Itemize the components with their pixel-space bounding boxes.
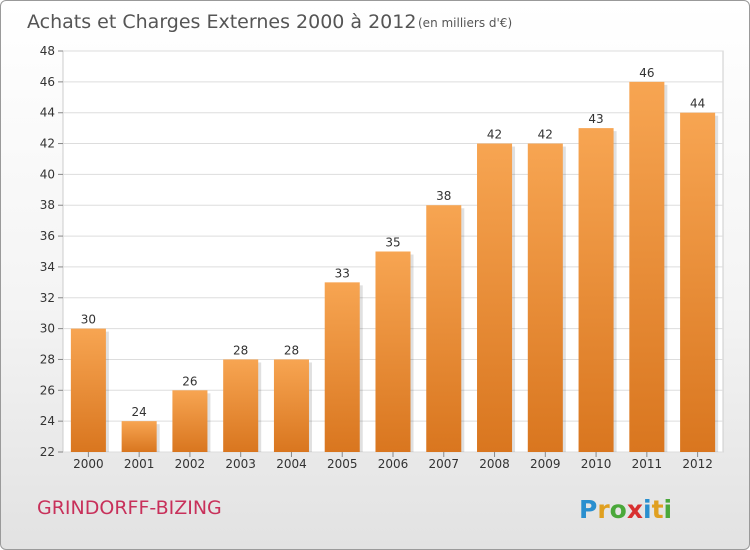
x-tick-label: 2000 <box>73 457 104 471</box>
bar <box>324 282 360 452</box>
bar <box>223 359 259 452</box>
y-tick-label: 22 <box>40 445 55 459</box>
y-axis: 22 24 26 28 30 32 34 36 38 40 42 44 46 48 <box>40 44 63 459</box>
bar-value-label: 26 <box>182 374 197 388</box>
y-tick-label: 30 <box>40 322 55 336</box>
bar-value-label: 43 <box>588 112 603 126</box>
chart-title: Achats et Charges Externes 2000 à 2012 <box>27 11 416 33</box>
x-tick-label: 2002 <box>175 457 206 471</box>
x-tick-label: 2001 <box>124 457 155 471</box>
x-tick-label: 2011 <box>632 457 663 471</box>
x-tick-label: 2003 <box>225 457 256 471</box>
x-tick-label: 2008 <box>479 457 510 471</box>
bar-value-label: 38 <box>436 189 451 203</box>
y-tick-label: 40 <box>40 167 55 181</box>
y-tick-label: 26 <box>40 383 55 397</box>
bar <box>121 421 157 452</box>
x-tick-label: 2010 <box>581 457 612 471</box>
bar-value-label: 28 <box>233 343 248 357</box>
bar-value-label: 46 <box>639 66 654 80</box>
y-tick-label: 48 <box>40 44 55 58</box>
bar <box>172 390 208 452</box>
bar-value-label: 28 <box>284 343 299 357</box>
bar-value-label: 42 <box>538 128 553 142</box>
y-tick-label: 46 <box>40 75 55 89</box>
logo-letter: r <box>597 495 610 524</box>
bar-value-label: 35 <box>385 236 400 250</box>
bar <box>70 328 106 452</box>
y-tick-label: 42 <box>40 137 55 151</box>
bars: 30 24 26 28 28 33 35 38 42 42 43 46 44 <box>70 66 719 453</box>
logo-letter: P <box>579 495 597 524</box>
y-tick-label: 38 <box>40 198 55 212</box>
y-tick-label: 34 <box>40 260 55 274</box>
x-tick-label: 2009 <box>530 457 561 471</box>
bar-value-label: 24 <box>132 405 147 419</box>
bar <box>375 251 411 452</box>
y-tick-label: 36 <box>40 229 55 243</box>
bar <box>527 143 563 453</box>
bar <box>426 205 462 452</box>
bar <box>680 112 716 452</box>
y-tick-label: 32 <box>40 291 55 305</box>
y-tick-label: 28 <box>40 352 55 366</box>
x-tick-label: 2007 <box>428 457 459 471</box>
x-tick-label: 2004 <box>276 457 307 471</box>
bar <box>273 359 309 452</box>
bar-value-label: 33 <box>335 266 350 280</box>
bar <box>629 81 665 452</box>
bar <box>477 143 513 453</box>
logo-letter: x <box>627 495 643 524</box>
x-tick-label: 2012 <box>682 457 713 471</box>
bar <box>578 128 614 452</box>
bar-value-label: 44 <box>690 97 705 111</box>
x-axis: 2000 2001 2002 2003 2004 2005 2006 2007 2008 2009… <box>73 452 713 471</box>
y-tick-label: 24 <box>40 414 55 428</box>
logo-letter: i <box>643 495 652 524</box>
bar-value-label: 30 <box>81 313 96 327</box>
bar-value-label: 42 <box>487 128 502 142</box>
logo-letter: o <box>610 495 627 524</box>
commune-name: GRINDORFF-BIZING <box>37 497 222 519</box>
logo-letter: i <box>664 495 673 524</box>
chart-unit: (en milliers d'€) <box>418 16 512 30</box>
x-tick-label: 2005 <box>327 457 358 471</box>
logo-letter: t <box>652 495 664 524</box>
x-tick-label: 2006 <box>378 457 409 471</box>
proxiti-logo: Proxiti <box>579 495 672 524</box>
y-tick-label: 44 <box>40 106 55 120</box>
